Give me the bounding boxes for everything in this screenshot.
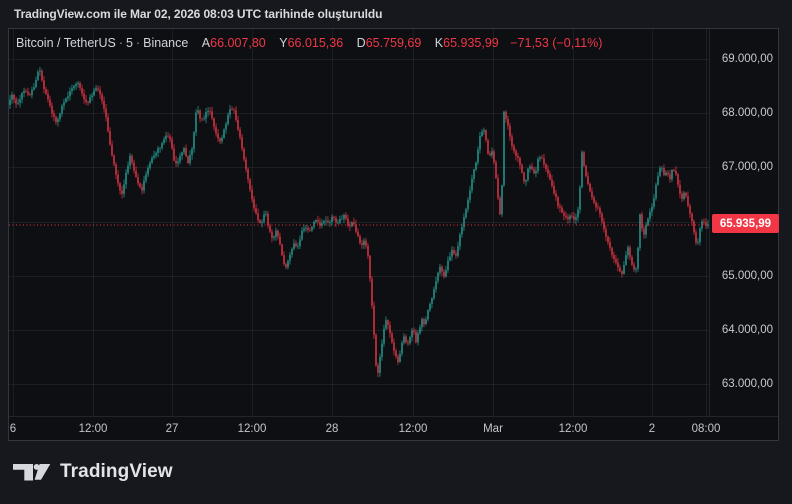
tradingview-wordmark: TradingView bbox=[60, 461, 173, 482]
time-tick-label: 12:00 bbox=[558, 423, 588, 435]
down-candles bbox=[13, 69, 707, 378]
price-tick-label: 65.000,00 bbox=[721, 269, 773, 282]
price-tick-label: 67.000,00 bbox=[721, 161, 773, 174]
symbol-title: Bitcoin / TetherUS bbox=[16, 36, 116, 50]
time-tick-label: 08:00 bbox=[691, 423, 721, 435]
time-tick-label: 12:00 bbox=[78, 423, 108, 435]
open-value: A66.007,80 bbox=[201, 36, 266, 50]
symbol-interval: 5 bbox=[126, 36, 133, 50]
time-tick-label: 12:00 bbox=[398, 423, 428, 435]
high-value: Y66.015,36 bbox=[279, 36, 344, 50]
legend-separator: · bbox=[135, 36, 141, 50]
price-tick-label: 63.000,00 bbox=[721, 378, 773, 391]
time-tick-label: 2 bbox=[648, 423, 656, 435]
close-value: K65.935,99 bbox=[434, 36, 499, 50]
time-axis[interactable]: 6 12:00 27 12:00 28 12:00 Mar 12:00 2 08:00 bbox=[9, 416, 778, 440]
symbol-exchange: Binance bbox=[143, 36, 189, 50]
time-tick-label: Mar bbox=[483, 423, 503, 435]
attribution-text: TradingView.com ile Mar 02, 2026 08:03 U… bbox=[14, 7, 383, 21]
chart-pane: Bitcoin / TetherUS · 5 · Binance A66.007,80 … bbox=[8, 28, 779, 441]
time-tick-label: 27 bbox=[165, 423, 179, 435]
time-tick-label: 12:00 bbox=[237, 423, 267, 435]
low-value: D65.759,69 bbox=[356, 36, 422, 50]
price-tick-label: 64.000,00 bbox=[721, 323, 773, 336]
legend-separator: · bbox=[118, 36, 123, 50]
price-tick-label: 69.000,00 bbox=[721, 53, 773, 65]
price-tick-label: 68.000,00 bbox=[721, 107, 773, 120]
time-tick-label: 6 bbox=[9, 423, 17, 435]
tradingview-logo-icon bbox=[13, 463, 51, 480]
change-value: −71,53 (−0,11%) bbox=[510, 36, 603, 50]
time-tick-label: 28 bbox=[325, 423, 339, 435]
symbol-legend: Bitcoin / TetherUS · 5 · Binance A66.007,80 … bbox=[16, 36, 602, 50]
candlestick-chart[interactable] bbox=[9, 29, 709, 416]
last-price-label: 65.935,99 bbox=[712, 214, 779, 234]
tradingview-watermark[interactable]: TradingView bbox=[13, 461, 173, 483]
